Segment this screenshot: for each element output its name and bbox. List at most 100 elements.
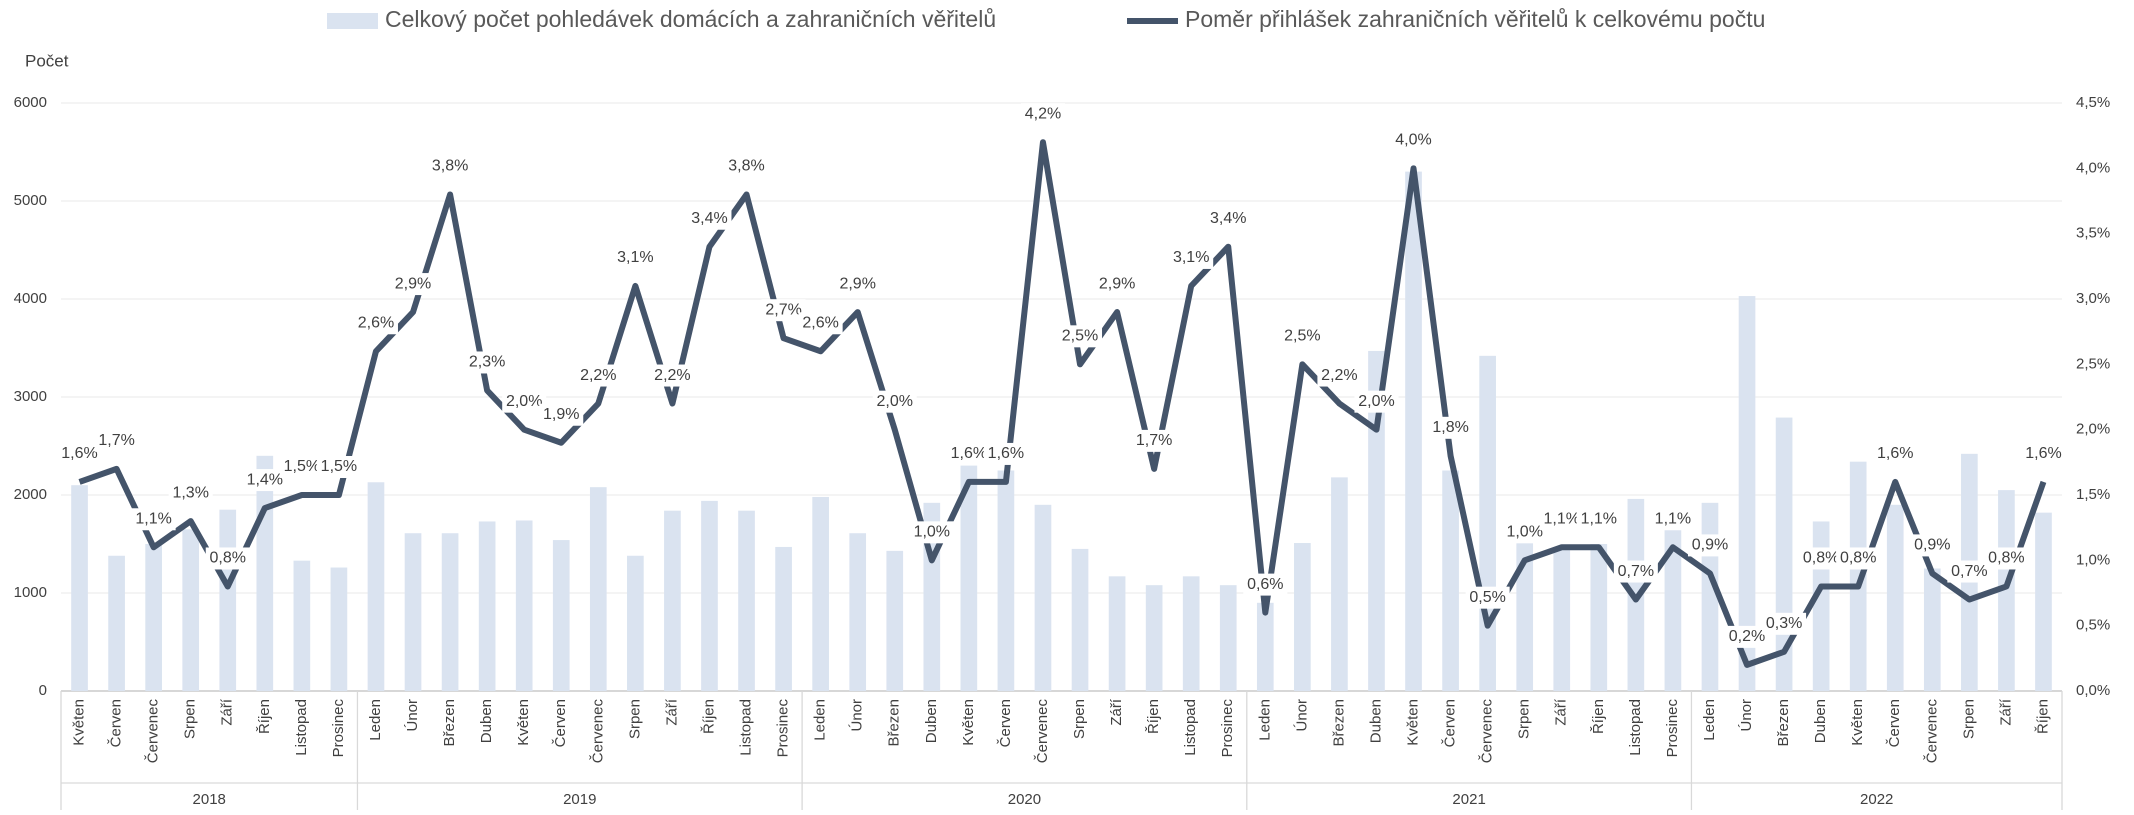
x-tick-label: Srpen xyxy=(182,699,199,739)
line xyxy=(78,139,2047,668)
value-label-bg xyxy=(1576,508,1621,531)
y2-tick-label: 4,0% xyxy=(2076,159,2110,176)
value-label-bg xyxy=(1984,547,2029,570)
x-tick-label: Prosinec xyxy=(775,699,792,758)
x-tick-label: Listopad xyxy=(293,699,310,756)
bar xyxy=(960,465,978,691)
bar xyxy=(1923,568,1941,691)
value-label: 1,7% xyxy=(1136,432,1172,449)
x-tick-label: Květen xyxy=(70,699,87,746)
group-label: 2021 xyxy=(1452,791,1485,808)
x-tick-label: Březen xyxy=(1775,699,1792,747)
bar xyxy=(108,555,125,691)
value-label-bg xyxy=(1910,534,1955,557)
x-tick-label: Červen xyxy=(997,699,1014,747)
bar xyxy=(182,529,200,691)
y-tick-label: 4000 xyxy=(14,290,47,307)
y-tick-label: 5000 xyxy=(14,192,47,209)
value-label: 2,2% xyxy=(580,367,616,384)
value-label-bg xyxy=(1799,547,1844,570)
value-label-bg xyxy=(1132,429,1177,452)
value-label-bg xyxy=(946,442,991,465)
y2-tick-label: 1,5% xyxy=(2076,486,2110,503)
value-label-bg xyxy=(502,390,547,413)
group-label: 2022 xyxy=(1860,791,1893,808)
bar xyxy=(1664,529,1682,691)
x-tick-label: Srpen xyxy=(1071,699,1088,739)
bar xyxy=(404,533,422,691)
value-label: 1,8% xyxy=(1432,419,1468,436)
value-label-bg xyxy=(1354,390,1399,413)
x-tick-label: Květen xyxy=(960,699,977,746)
bar xyxy=(589,487,607,691)
value-label: 2,9% xyxy=(839,275,875,292)
bar xyxy=(1738,296,1756,691)
value-label-bg xyxy=(761,299,806,322)
bar xyxy=(1034,504,1052,691)
x-tick-label: Únor xyxy=(404,699,421,732)
y-tick-label: 1000 xyxy=(14,584,47,601)
bar xyxy=(664,510,681,691)
value-label-bg xyxy=(428,155,473,178)
x-tick-label: Prosinec xyxy=(1664,699,1681,758)
x-tick-label: Červenec xyxy=(1479,699,1496,764)
y2-tick-label: 1,0% xyxy=(2076,551,2110,568)
value-label-bg xyxy=(391,273,436,296)
value-label-bg xyxy=(650,364,695,387)
value-label: 3,4% xyxy=(691,210,727,227)
bar xyxy=(849,533,867,691)
value-label: 1,3% xyxy=(172,484,208,501)
x-tick-label: Červen xyxy=(1886,699,1903,747)
bar xyxy=(1812,521,1830,691)
x-tick-label: Listopad xyxy=(737,699,754,756)
value-label: 0,8% xyxy=(1803,550,1839,567)
value-label-bg xyxy=(576,364,621,387)
bar xyxy=(1701,502,1719,691)
bar xyxy=(1998,490,2015,691)
value-label: 0,9% xyxy=(1914,537,1950,554)
bar xyxy=(441,533,459,691)
y2-tick-label: 2,5% xyxy=(2076,355,2110,372)
bar xyxy=(738,510,755,691)
legend-label: Poměr přihlášek zahraničních věřitelů k … xyxy=(1185,6,1765,32)
value-label-bg xyxy=(539,403,584,426)
bar xyxy=(1219,585,1237,691)
value-label-bg xyxy=(57,442,102,465)
y-tick-label: 6000 xyxy=(14,94,47,111)
bar xyxy=(552,540,570,691)
value-label-bg xyxy=(1020,103,1065,126)
value-label: 2,0% xyxy=(877,393,913,410)
value-label-bg xyxy=(1206,207,1251,230)
x-tick-label: Červenec xyxy=(145,699,162,764)
value-label: 1,1% xyxy=(1581,510,1617,527)
value-label-bg xyxy=(205,547,250,570)
bar xyxy=(1331,477,1348,691)
value-label-bg xyxy=(613,246,658,269)
value-label: 1,7% xyxy=(98,432,134,449)
value-label: 3,1% xyxy=(1173,249,1209,266)
value-label: 4,0% xyxy=(1395,132,1431,149)
value-label-bg xyxy=(1687,534,1732,557)
value-label-bg xyxy=(279,456,324,478)
value-label: 3,4% xyxy=(1210,210,1246,227)
x-tick-label: Prosinec xyxy=(330,699,347,758)
value-label-bg xyxy=(1243,573,1288,596)
bar xyxy=(1108,576,1126,691)
x-tick-label: Únor xyxy=(849,699,866,732)
value-label: 0,5% xyxy=(1469,589,1505,606)
x-tick-label: Srpen xyxy=(626,699,643,739)
x-tick-label: Leden xyxy=(812,699,829,741)
x-tick-label: Březen xyxy=(441,699,458,747)
x-tick-label: Červen xyxy=(108,699,125,747)
x-tick-label: Březen xyxy=(886,699,903,747)
value-label-bg xyxy=(168,482,213,505)
y-tick-label: 2000 xyxy=(14,486,47,503)
value-label-bg xyxy=(1762,612,1807,635)
legend-label: Celkový počet pohledávek domácích a zahr… xyxy=(385,6,996,32)
x-tick-label: Červen xyxy=(1442,699,1459,747)
bar xyxy=(256,455,274,691)
bar xyxy=(1182,576,1200,691)
bar xyxy=(1516,541,1534,691)
bar xyxy=(886,550,904,691)
